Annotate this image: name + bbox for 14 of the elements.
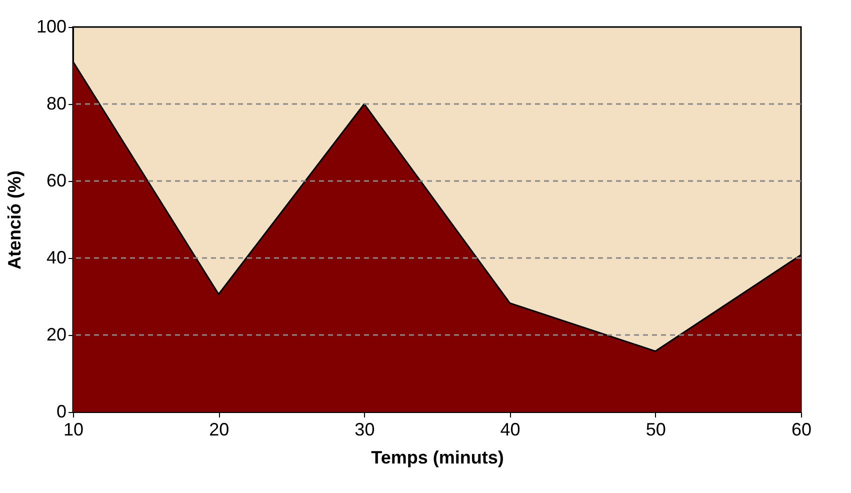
x-tick-label: 40 [500,420,520,440]
y-axis-title: Atenció (%) [4,170,24,270]
y-tick-label: 80 [46,94,66,114]
y-tick-label: 0 [56,402,66,422]
x-tick-label: 30 [354,420,375,440]
x-axis-title: Temps (minuts) [371,448,504,468]
y-tick-label: 40 [46,248,66,268]
x-tick-label: 10 [63,420,84,440]
y-tick-label: 60 [46,170,66,190]
y-tick-label: 100 [36,16,66,36]
x-tick-label: 20 [209,420,230,440]
x-tick-label: 50 [646,420,666,440]
x-tick-label: 60 [791,420,812,440]
y-tick-label: 20 [46,324,66,344]
